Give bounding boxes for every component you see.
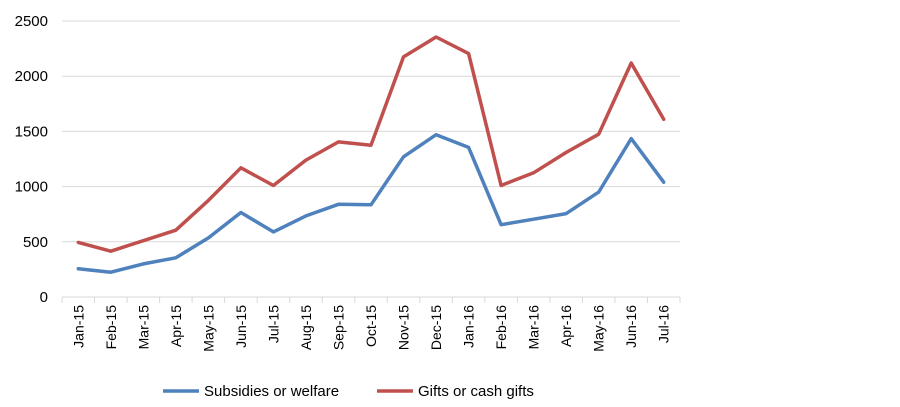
gridlines	[62, 20, 680, 243]
y-tick-label: 1500	[15, 123, 48, 140]
legend: Subsidies or welfare Gifts or cash gifts	[163, 383, 534, 400]
legend-label-2: Gifts or cash gifts	[418, 383, 534, 400]
series-line-2	[76, 35, 666, 253]
x-tick-label: Apr-15	[168, 305, 184, 347]
x-tick-label: Dec-15	[428, 305, 444, 350]
x-tick-label: Sep-15	[330, 305, 346, 350]
x-tick-label: Jun-15	[233, 305, 249, 348]
x-tick-label: Jan-16	[461, 305, 477, 348]
x-tick-label: Apr-16	[558, 305, 574, 347]
y-tick-label: 2000	[15, 68, 48, 85]
x-tick-label: Mar-16	[526, 305, 542, 350]
y-tick-label: 1000	[15, 179, 48, 196]
x-tick-label: Jul-16	[656, 305, 672, 343]
x-tick-label: Nov-15	[396, 305, 412, 350]
x-tick-label: Mar-15	[135, 305, 151, 350]
x-axis: Jan-15 Feb-15 Mar-15 Apr-15 May-15 Jun-15 Jul-…	[61, 296, 681, 352]
x-tick-label: May-15	[200, 305, 216, 352]
y-tick-label: 2500	[15, 13, 48, 30]
x-tick-label: Oct-15	[363, 305, 379, 347]
y-tick-label: 500	[23, 234, 48, 251]
x-tick-label: Jun-16	[623, 305, 639, 348]
x-tick-label: Jul-15	[265, 305, 281, 343]
x-tick-label: Feb-15	[103, 305, 119, 350]
y-axis: 0 500 1000 1500 2000 2500	[15, 13, 48, 306]
series-lines	[76, 35, 666, 274]
x-tick-label: Aug-15	[298, 305, 314, 350]
legend-label-1: Subsidies or welfare	[204, 383, 339, 400]
y-tick-label: 0	[40, 289, 48, 306]
x-tick-label: Jan-15	[70, 305, 86, 348]
x-tick-label: Feb-16	[493, 305, 509, 350]
series-line-1	[76, 132, 666, 274]
x-tick-label: May-16	[591, 305, 607, 352]
